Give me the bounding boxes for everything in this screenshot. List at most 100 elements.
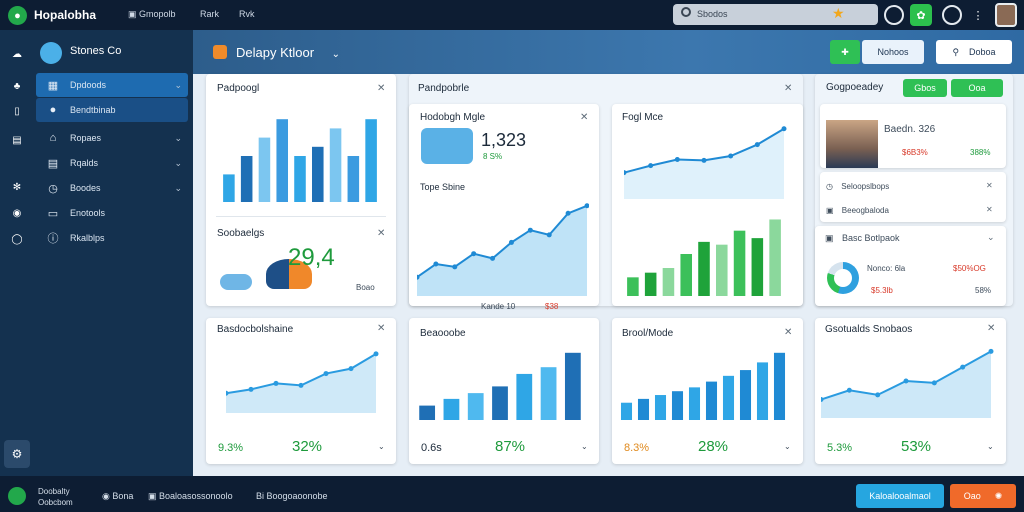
panel-title: Basdocbolshaine bbox=[217, 324, 294, 335]
sidebar-item-reports[interactable]: ⌂ Ropaes ⌄ bbox=[36, 126, 188, 150]
add-button[interactable]: ✚ bbox=[830, 40, 860, 64]
apps-icon[interactable]: ✿ bbox=[910, 4, 932, 26]
footer-item-2[interactable]: ▣ Boaloasossonoolo bbox=[148, 491, 233, 501]
network-icon[interactable]: ♣ bbox=[13, 80, 21, 92]
overview-sub: 8 S% bbox=[483, 152, 503, 161]
page-title[interactable]: Delapy Ktloor ⌄ bbox=[236, 45, 341, 60]
close-icon[interactable]: ✕ bbox=[377, 83, 386, 94]
panel-growth: Fogl Mce bbox=[612, 104, 803, 306]
point bbox=[298, 382, 304, 388]
sidebar-item-dashboards[interactable]: ▦ Dpdoods ⌄ bbox=[36, 73, 188, 97]
tab-button-1[interactable]: Gbos bbox=[903, 79, 947, 97]
sidebar-item-tools[interactable]: ▭ Enotools bbox=[47, 207, 106, 220]
sidebar-org-icon bbox=[40, 42, 62, 64]
footer-item-1[interactable]: ◉ Bona bbox=[102, 491, 134, 501]
list-item[interactable]: ◷ Seloopslbops bbox=[826, 182, 890, 191]
budget-title: ▣ Basc Botlpaok bbox=[825, 233, 900, 243]
star-icon[interactable]: ★ bbox=[832, 5, 845, 21]
footer-action-button[interactable]: Kaloalooalmaol bbox=[856, 484, 944, 508]
topnav-item-3[interactable]: Rvk bbox=[239, 9, 255, 19]
donut-chart bbox=[827, 262, 859, 294]
bar bbox=[688, 387, 701, 420]
sidebar-bottom-icon[interactable]: ⚙ bbox=[4, 440, 30, 468]
list-card: ◷ Seloopslbops ✕ ▣ Beeogbaloda ✕ bbox=[820, 172, 1006, 222]
sidebar-item-boxes[interactable]: ◷ Boodes ⌄ bbox=[36, 176, 188, 200]
close-icon[interactable]: ✕ bbox=[580, 112, 589, 123]
bar bbox=[671, 391, 684, 420]
chevron-down-icon[interactable]: ⌄ bbox=[581, 442, 588, 451]
profile-name: Baedn. 326 bbox=[884, 124, 936, 135]
chart-icon bbox=[266, 259, 312, 289]
profile-pct: 388% bbox=[970, 148, 991, 157]
budget-v2: $50%OG bbox=[953, 264, 986, 273]
more-icon[interactable]: ⋮ bbox=[972, 9, 984, 22]
close-icon[interactable]: ✕ bbox=[987, 323, 996, 334]
stat-pct-1: 5.3% bbox=[827, 442, 853, 454]
area bbox=[821, 351, 991, 418]
area bbox=[226, 353, 376, 413]
chevron-down-icon[interactable]: ⌄ bbox=[784, 442, 791, 451]
bar bbox=[662, 268, 675, 296]
cloud-icon: ☁ bbox=[12, 48, 22, 60]
chart-title: Tope Sbine bbox=[420, 182, 466, 192]
chevron-down-icon[interactable]: ⌄ bbox=[987, 232, 995, 242]
sidebar: ☁ Stones Co ♣ ▯ ▤ ✻ ◉ ◯ ▦ Dpdoods ⌄ ● Be… bbox=[0, 30, 193, 476]
gear-icon[interactable]: ✻ bbox=[12, 181, 22, 193]
list-item[interactable]: ▣ Beeogbaloda bbox=[826, 206, 889, 215]
primary-button[interactable]: Nohoos bbox=[862, 40, 924, 64]
sidebar-item-rules[interactable]: ▤ Rqalds ⌄ bbox=[47, 157, 182, 170]
bar bbox=[443, 398, 460, 420]
topnav-item-2[interactable]: Rark bbox=[200, 9, 220, 19]
chart-foot-2: $38 bbox=[545, 302, 559, 311]
search-button[interactable]: ⚲ Doboa bbox=[936, 40, 1012, 64]
point bbox=[226, 390, 229, 396]
calendar-icon[interactable]: ▤ bbox=[12, 134, 22, 146]
close-icon[interactable]: ✕ bbox=[784, 327, 793, 338]
bar bbox=[564, 352, 581, 420]
stat-pct-2: 87% bbox=[495, 438, 526, 455]
stat-pct-2: 28% bbox=[698, 438, 729, 455]
emoji-icon[interactable] bbox=[884, 5, 904, 25]
sidebar-item-help[interactable]: ⓘ Rkalblps bbox=[47, 233, 105, 245]
point bbox=[701, 157, 707, 163]
bar-chart bbox=[223, 119, 377, 202]
close-icon[interactable]: ✕ bbox=[377, 323, 386, 334]
bar bbox=[644, 272, 657, 296]
chevron-down-icon[interactable]: ⌄ bbox=[987, 442, 994, 451]
chevron-down-icon: ⌄ bbox=[174, 157, 182, 168]
folder-icon: ⌂ bbox=[49, 132, 57, 144]
tab-button-2[interactable]: Ooa bbox=[951, 79, 1003, 97]
shield-icon[interactable]: ◯ bbox=[11, 233, 23, 245]
footer-item-3[interactable]: Bi Boogoaoonobe bbox=[256, 491, 328, 501]
close-icon[interactable]: ✕ bbox=[784, 83, 793, 94]
close-icon[interactable]: ✕ bbox=[986, 181, 993, 190]
bell-icon[interactable]: ◉ bbox=[12, 207, 22, 219]
close-icon[interactable]: ✕ bbox=[377, 228, 386, 239]
settings-icon[interactable] bbox=[942, 5, 962, 25]
point bbox=[821, 397, 824, 402]
footer-status-1: Doobalty bbox=[38, 487, 70, 496]
point bbox=[348, 366, 354, 372]
point bbox=[433, 261, 439, 267]
bar bbox=[769, 219, 781, 296]
search-input[interactable]: Sbodos bbox=[673, 4, 878, 25]
book-icon[interactable]: ▯ bbox=[14, 105, 20, 117]
app-brand: Hopalobha bbox=[34, 8, 96, 22]
panel-title: Beaooobe bbox=[420, 328, 466, 339]
panel-title: Gsotualds Snobaos bbox=[825, 324, 913, 335]
footer-bar: Doobalty Oobcbom ◉ Bona ▣ Boaloasossonoo… bbox=[0, 476, 1024, 512]
sidebar-item-benchmark[interactable]: ● Bendtbinab bbox=[36, 98, 188, 122]
topnav-item-1[interactable]: ▣ Gmopolb bbox=[128, 9, 176, 19]
bar-chart bbox=[419, 352, 581, 420]
avatar[interactable] bbox=[995, 3, 1017, 27]
point bbox=[931, 380, 937, 386]
bar bbox=[365, 119, 377, 202]
chevron-down-icon: ⌄ bbox=[174, 79, 182, 90]
chevron-down-icon[interactable]: ⌄ bbox=[378, 442, 385, 451]
area-chart bbox=[417, 203, 589, 296]
point bbox=[960, 364, 966, 370]
footer-orange-button[interactable]: Oao ✺ bbox=[950, 484, 1016, 508]
bar bbox=[627, 277, 639, 296]
close-icon[interactable]: ✕ bbox=[986, 205, 993, 214]
area bbox=[624, 128, 784, 199]
